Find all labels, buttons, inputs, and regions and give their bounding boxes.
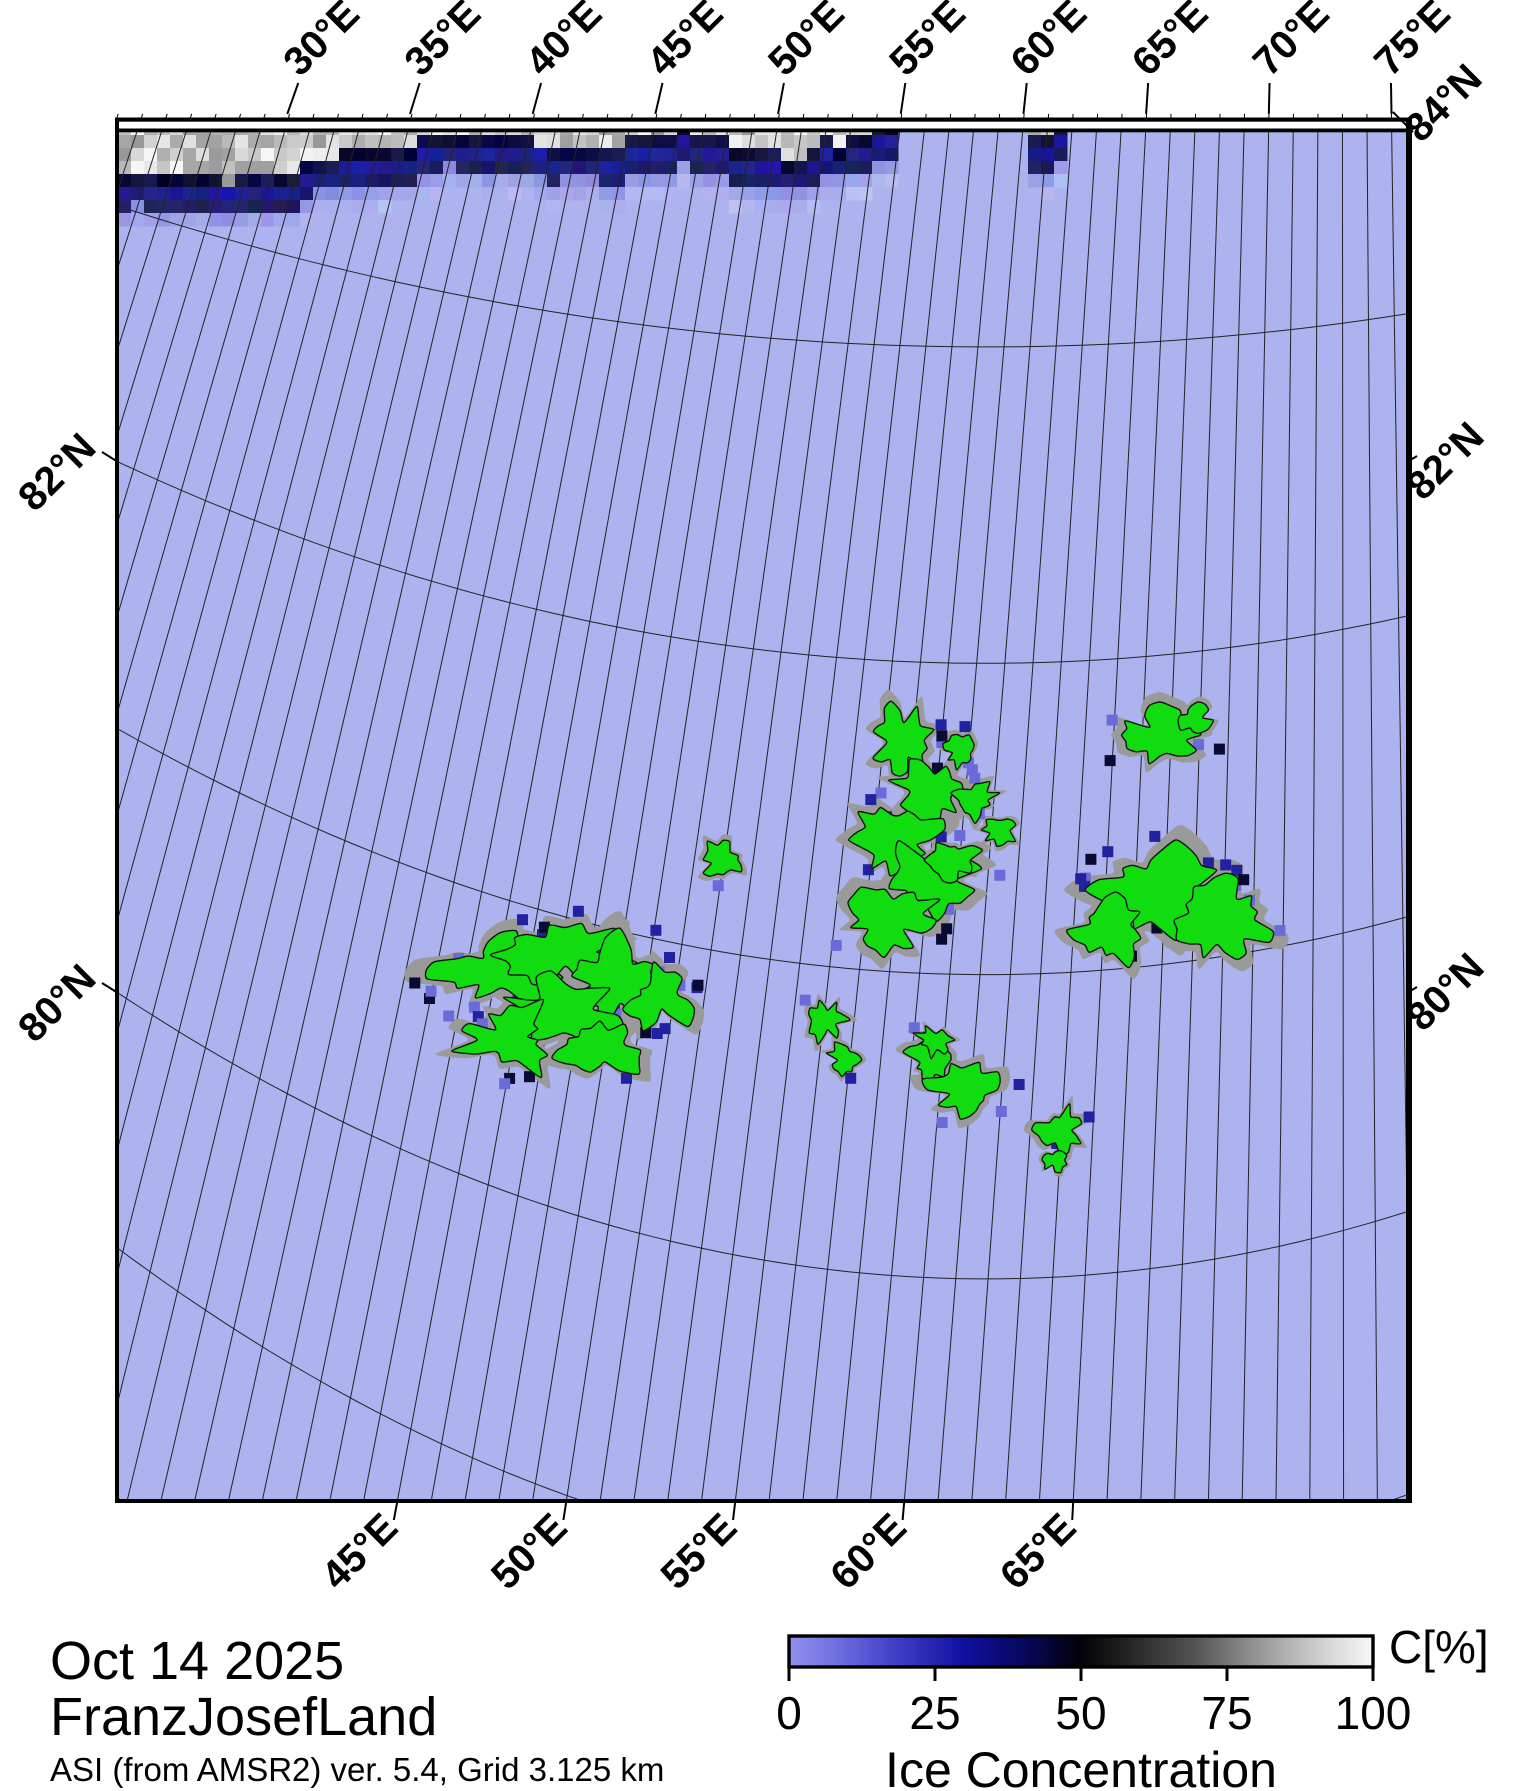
svg-text:Oct 14 2025: Oct 14 2025 [50,1631,344,1691]
svg-text:Ice Concentration: Ice Concentration [885,1742,1277,1791]
svg-text:FranzJosefLand: FranzJosefLand [50,1687,437,1747]
svg-text:100: 100 [1335,1687,1412,1739]
svg-text:0: 0 [776,1687,802,1739]
svg-text:75: 75 [1201,1687,1252,1739]
svg-text:50: 50 [1055,1687,1106,1739]
svg-text:C[%]: C[%] [1389,1621,1489,1673]
svg-text:25: 25 [909,1687,960,1739]
svg-text:ASI (from AMSR2) ver. 5.4, G: ASI (from AMSR2) ver. 5.4, Grid 3.125 km [50,1751,664,1788]
